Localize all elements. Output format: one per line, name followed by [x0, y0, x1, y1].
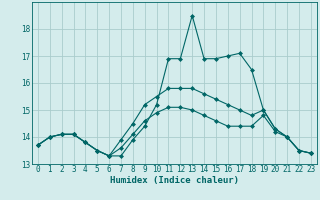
X-axis label: Humidex (Indice chaleur): Humidex (Indice chaleur)	[110, 176, 239, 185]
